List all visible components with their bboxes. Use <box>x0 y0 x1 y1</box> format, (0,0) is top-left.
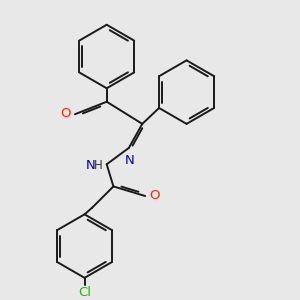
Text: O: O <box>61 107 71 120</box>
Text: N: N <box>85 159 95 172</box>
Text: Cl: Cl <box>78 286 91 298</box>
Text: O: O <box>149 189 160 202</box>
Text: N: N <box>125 154 135 167</box>
Text: H: H <box>94 159 103 172</box>
